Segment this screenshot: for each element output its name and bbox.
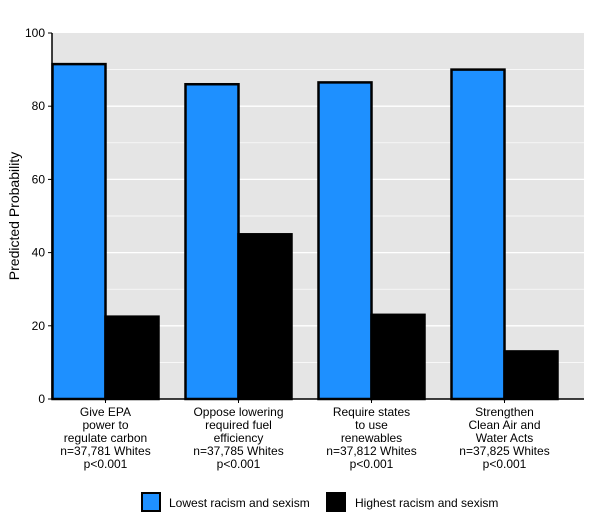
legend: Lowest racism and sexism Highest racism a… xyxy=(141,492,498,512)
bar-highest-4 xyxy=(503,350,559,401)
x-category-label-line: Oppose lowering xyxy=(193,405,283,419)
legend-swatch-1 xyxy=(141,492,161,512)
y-axis-label: Predicted Probability xyxy=(6,152,22,280)
axes xyxy=(48,32,584,403)
x-category-label-line: Give EPA xyxy=(80,405,131,419)
x-category-label-line: p<0.001 xyxy=(84,457,128,471)
y-tick-label: 40 xyxy=(32,246,46,260)
x-category-label-line: n=37,781 Whites xyxy=(60,444,150,458)
bar-lowest-1 xyxy=(51,62,107,401)
y-tick-label: 60 xyxy=(32,172,46,186)
bar-highest-3 xyxy=(370,313,426,401)
x-category-label-line: p<0.001 xyxy=(350,457,394,471)
x-category-label-line: Strengthen xyxy=(475,405,534,419)
x-category-label-line: n=37,812 Whites xyxy=(326,444,416,458)
x-category-label: Oppose lowering required fuel efficiency n=… xyxy=(193,405,283,471)
x-category-label-line: to use xyxy=(355,418,388,432)
x-category-label-line: n=37,825 Whites xyxy=(459,444,549,458)
y-tick-label: 80 xyxy=(32,99,46,113)
bar-highest-1 xyxy=(104,315,160,401)
y-tick-label: 0 xyxy=(38,392,45,406)
x-category-label-line: required fuel xyxy=(205,418,272,432)
x-category-label-line: regulate carbon xyxy=(64,431,147,445)
x-category-label: Give EPA power to regulate carbon n=37,781 … xyxy=(60,405,150,471)
legend-swatch-2 xyxy=(326,492,346,512)
bar-lowest-2 xyxy=(184,82,240,401)
y-tick-label: 20 xyxy=(32,319,46,333)
bar-highest-2 xyxy=(237,233,293,401)
y-tick-labels: 0 20 40 60 80 100 xyxy=(25,26,45,406)
x-category-labels: Give EPA power to regulate carbon n=37,781 … xyxy=(60,405,549,471)
x-category-label-line: n=37,785 Whites xyxy=(193,444,283,458)
x-category-label: Require states to use renewables n=37,812 W… xyxy=(326,405,416,471)
legend-label-1: Lowest racism and sexism xyxy=(169,496,310,510)
legend-label-2: Highest racism and sexism xyxy=(355,496,498,510)
bars xyxy=(51,62,559,401)
y-tick-label: 100 xyxy=(25,26,45,40)
x-category-label-line: renewables xyxy=(341,431,402,445)
bar-lowest-4 xyxy=(450,68,506,401)
x-category-label-line: p<0.001 xyxy=(217,457,261,471)
x-category-label-line: Clean Air and xyxy=(468,418,540,432)
x-category-label: Strengthen Clean Air and Water Acts n=37,82… xyxy=(459,405,549,471)
x-category-label-line: Require states xyxy=(333,405,410,419)
bar-lowest-3 xyxy=(317,81,373,401)
x-category-label-line: efficiency xyxy=(214,431,264,445)
x-category-label-line: Water Acts xyxy=(476,431,534,445)
x-category-label-line: p<0.001 xyxy=(483,457,527,471)
x-category-label-line: power to xyxy=(82,418,128,432)
